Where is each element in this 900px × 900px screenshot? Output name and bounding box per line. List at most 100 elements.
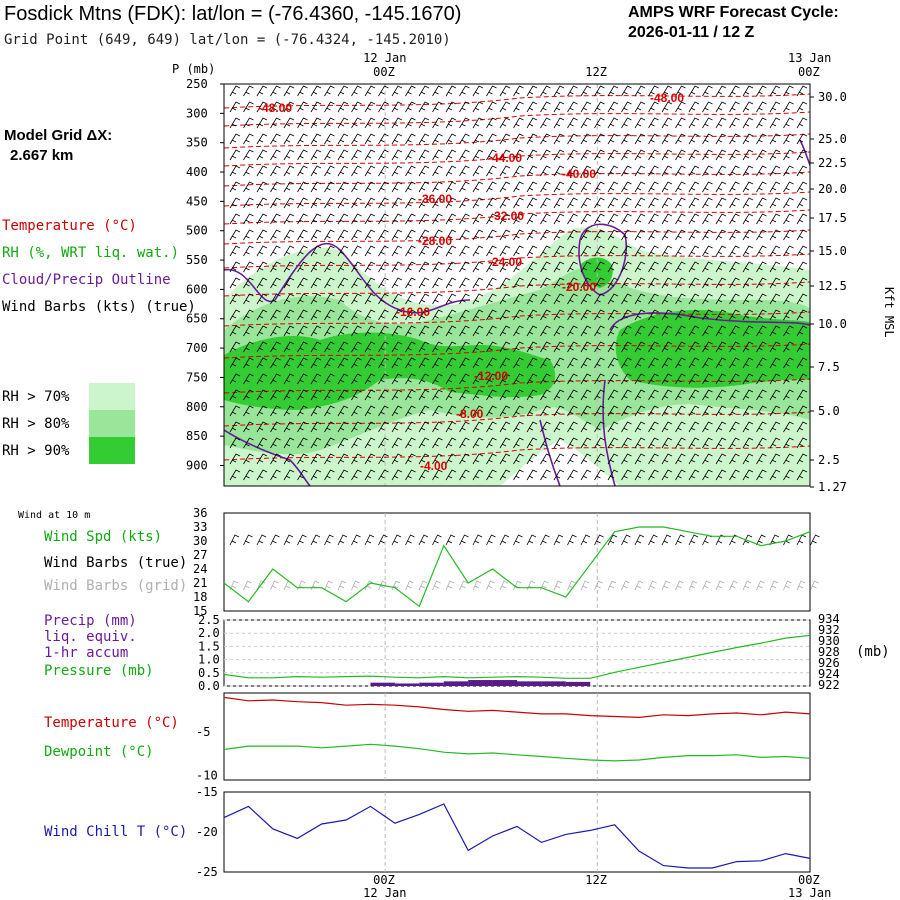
wind-barb-grid bbox=[675, 580, 684, 591]
wind-barb bbox=[324, 309, 335, 321]
wind-barb bbox=[594, 373, 605, 385]
wind-barb bbox=[337, 341, 349, 353]
wind-barb bbox=[310, 133, 322, 145]
wind-barb bbox=[391, 277, 403, 289]
bottom-date-label: 13 Jan bbox=[788, 886, 831, 900]
wind-barb bbox=[783, 453, 794, 465]
wind-barb bbox=[297, 213, 308, 225]
wind-barb bbox=[540, 133, 551, 145]
wind-barb bbox=[432, 421, 443, 433]
wind-barb bbox=[553, 165, 565, 177]
wind-barb bbox=[364, 437, 376, 449]
wind-barb-grid bbox=[621, 580, 630, 591]
wind-barb bbox=[594, 165, 605, 177]
wind-barb bbox=[391, 165, 403, 177]
wind-barb bbox=[783, 293, 794, 305]
wind-barb bbox=[391, 229, 403, 241]
wind-barb bbox=[445, 149, 457, 161]
wind-barb bbox=[729, 293, 740, 305]
wind-barb bbox=[418, 229, 430, 241]
wind-barb bbox=[769, 325, 781, 337]
wind-barb bbox=[297, 469, 308, 481]
wind-barb bbox=[405, 117, 416, 129]
wind-barb bbox=[283, 437, 295, 449]
wind-barb bbox=[769, 277, 781, 289]
wind-barb bbox=[567, 437, 578, 449]
wind-barb bbox=[540, 197, 551, 209]
wind-barb-true bbox=[580, 534, 591, 546]
wind-barb bbox=[270, 261, 281, 273]
wind-barb bbox=[445, 469, 457, 481]
wind-barb bbox=[432, 133, 443, 145]
wind-barb bbox=[472, 261, 484, 273]
wind-barb bbox=[580, 117, 592, 129]
wind-barb bbox=[513, 469, 524, 481]
wind-barb-grid bbox=[243, 580, 252, 591]
wind-barb bbox=[243, 117, 254, 129]
wind-barb bbox=[486, 261, 497, 273]
wind-barb bbox=[391, 213, 403, 225]
wind-barb bbox=[796, 405, 808, 417]
wind-barb bbox=[688, 181, 700, 193]
wind-barb bbox=[499, 309, 511, 321]
wind-barb bbox=[229, 293, 241, 305]
wind-barb bbox=[499, 293, 511, 305]
wind-barb bbox=[783, 101, 794, 113]
wind-barb bbox=[310, 421, 322, 433]
pressure-tick-label: 926 bbox=[818, 656, 840, 670]
wind-barb bbox=[621, 133, 632, 145]
wind-barb bbox=[675, 421, 686, 433]
wind-barb bbox=[715, 277, 727, 289]
kft-tick-label: 25.0 bbox=[818, 132, 847, 146]
wind-barb bbox=[540, 245, 551, 257]
wind-barb-grid bbox=[432, 580, 441, 591]
wind-barb bbox=[324, 437, 335, 449]
wind-barb bbox=[634, 229, 646, 241]
wind-barb bbox=[661, 373, 673, 385]
wind-barb bbox=[661, 149, 673, 161]
wind-barb bbox=[486, 229, 497, 241]
wind-barb bbox=[378, 149, 389, 161]
wind-barb bbox=[351, 149, 362, 161]
wind-barb bbox=[580, 133, 592, 145]
wind-barb bbox=[796, 277, 808, 289]
wind-barb bbox=[405, 165, 416, 177]
wind-barb bbox=[459, 325, 470, 337]
wind-barb bbox=[229, 325, 241, 337]
wind-barb bbox=[418, 213, 430, 225]
wind-barb bbox=[351, 245, 362, 257]
wind-barb bbox=[432, 245, 443, 257]
wind-barb bbox=[621, 229, 632, 241]
wind-barb-grid bbox=[445, 580, 455, 591]
wind-barb bbox=[499, 165, 511, 177]
wind-barb bbox=[418, 341, 430, 353]
wind-barb bbox=[634, 389, 646, 401]
wind-barb bbox=[337, 373, 349, 385]
cloud-outline bbox=[578, 223, 627, 296]
wind-barb bbox=[459, 165, 470, 177]
wind-barb bbox=[621, 277, 632, 289]
wind-barb bbox=[243, 133, 254, 145]
wind-barb bbox=[580, 373, 592, 385]
chill-tick-label: -20 bbox=[196, 825, 218, 839]
wind-barb bbox=[675, 357, 686, 369]
wind-barb bbox=[472, 165, 484, 177]
wind-barb bbox=[580, 453, 592, 465]
wind-barb bbox=[472, 181, 484, 193]
wind-barb bbox=[310, 213, 322, 225]
wind-barb bbox=[661, 421, 673, 433]
wind-barb bbox=[310, 341, 322, 353]
wind-barb bbox=[297, 277, 308, 289]
legend-rh90-swatch bbox=[89, 437, 135, 464]
wind-barb bbox=[526, 309, 538, 321]
wind-barb bbox=[432, 357, 443, 369]
wind-barb bbox=[310, 277, 322, 289]
wind-barb bbox=[661, 325, 673, 337]
wind-barb bbox=[715, 197, 727, 209]
wind-barb bbox=[283, 229, 295, 241]
wind-barb bbox=[243, 149, 254, 161]
wind-barb bbox=[256, 309, 268, 321]
wind-barb bbox=[256, 341, 268, 353]
wind-barb bbox=[688, 357, 700, 369]
wind-barb bbox=[243, 277, 254, 289]
